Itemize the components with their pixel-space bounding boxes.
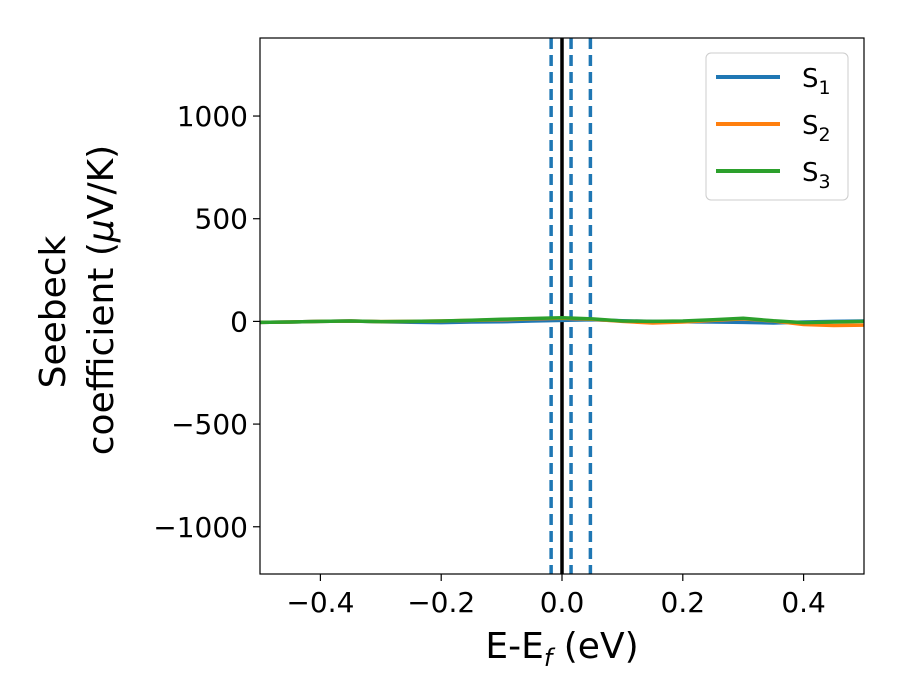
y-tick-label: −1000	[153, 511, 248, 544]
y-axis-title-line1: Seebeck	[33, 235, 74, 388]
y-axis-ticks: −1000 −500 0 500 1000	[153, 100, 260, 544]
x-tick-label: 0.0	[540, 586, 585, 619]
legend-box	[705, 52, 849, 201]
y-tick-label: 1000	[177, 100, 248, 133]
legend-label-s3: S3	[802, 158, 831, 193]
x-axis-ticks: −0.4 −0.2 0.0 0.2 0.4	[286, 574, 826, 619]
x-axis-title: E-Ef (eV)	[485, 626, 638, 672]
x-tick-label: −0.4	[286, 586, 354, 619]
legend: S1 S2 S3	[705, 52, 849, 201]
vertical-reference-lines	[549, 38, 593, 574]
x-tick-label: −0.2	[407, 586, 475, 619]
y-tick-label: −500	[171, 408, 248, 441]
legend-label-s2: S2	[802, 111, 831, 146]
y-tick-label: 0	[230, 305, 248, 338]
series-lines	[260, 315, 864, 328]
y-axis-title-line2: coefficient (μV/K)	[81, 145, 122, 455]
x-tick-label: 0.4	[781, 586, 826, 619]
y-tick-label: 500	[195, 203, 248, 236]
legend-label-s1: S1	[802, 64, 831, 99]
series-line-s3	[260, 315, 864, 325]
y-axis-title: Seebeck coefficient (μV/K)	[33, 145, 122, 455]
x-tick-label: 0.2	[661, 586, 706, 619]
